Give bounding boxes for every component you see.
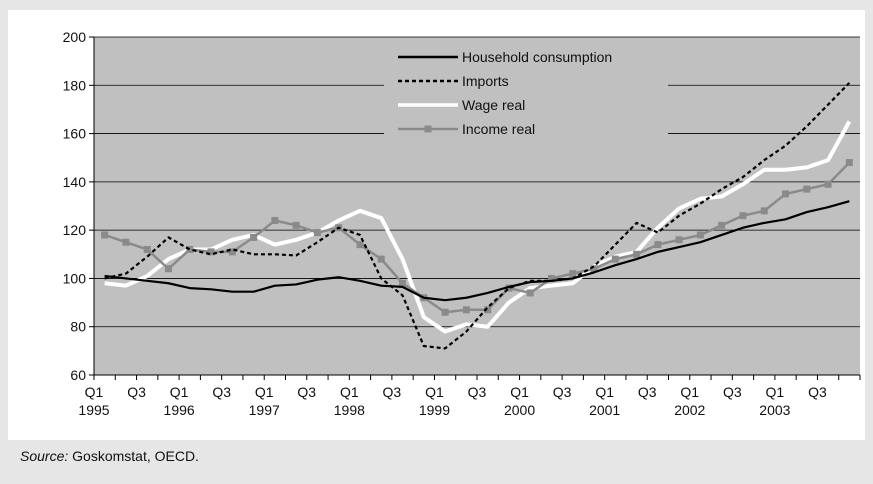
x-year-label-4: 1997 <box>249 402 280 418</box>
data-point-3-21 <box>547 274 555 282</box>
chart-area: Household consumption Imports Wage real Inc… <box>8 10 865 440</box>
legend-marker-3 <box>424 125 432 133</box>
data-point-3-29 <box>718 221 726 229</box>
axes: 60 80 100 120 140 160 180 200 Q1 1995 Q3 Q1 1996 Q3 Q1… <box>63 29 861 418</box>
series-line-1 <box>104 82 851 350</box>
y-tick-label-200: 200 <box>63 29 87 45</box>
source-label: Source: <box>20 448 69 464</box>
legend-label-1: Imports <box>462 73 509 89</box>
data-point-3-10 <box>313 229 321 237</box>
x-year-label-14: 2002 <box>674 402 705 418</box>
x-year-label-8: 1999 <box>419 402 450 418</box>
data-point-3-31 <box>760 207 768 215</box>
x-year-label-2: 1996 <box>164 402 195 418</box>
legend-label-2: Wage real <box>462 97 525 113</box>
legend-entry-3: Income real <box>398 121 535 137</box>
series-3 <box>101 159 853 316</box>
legend-box <box>384 43 668 141</box>
y-tick-label-140: 140 <box>63 174 87 190</box>
data-point-3-18 <box>484 306 492 314</box>
x-tick-label-5: Q3 <box>297 384 316 400</box>
legend-entry-1: Imports <box>398 73 509 89</box>
x-tick-label-3: Q3 <box>212 384 231 400</box>
x-tick-label-4: Q1 <box>255 384 274 400</box>
data-point-3-13 <box>377 255 385 263</box>
x-tick-label-15: Q3 <box>723 384 742 400</box>
data-point-3-25 <box>633 250 641 258</box>
series-1 <box>104 82 851 350</box>
data-point-3-28 <box>696 231 704 239</box>
x-tick-label-7: Q3 <box>383 384 402 400</box>
data-point-3-33 <box>803 185 811 193</box>
x-year-label-6: 1998 <box>334 402 365 418</box>
x-tick-label-13: Q3 <box>638 384 657 400</box>
x-tick-label-10: Q1 <box>510 384 529 400</box>
data-point-3-16 <box>441 308 449 316</box>
x-tick-label-14: Q1 <box>680 384 699 400</box>
data-point-3-8 <box>271 216 279 224</box>
x-year-label-10: 2000 <box>504 402 535 418</box>
x-tick-label-11: Q3 <box>553 384 572 400</box>
x-year-label-12: 2001 <box>589 402 620 418</box>
data-point-3-35 <box>845 159 853 167</box>
data-point-3-26 <box>654 241 662 249</box>
y-tick-label-180: 180 <box>63 77 87 93</box>
x-tick-label-6: Q1 <box>340 384 359 400</box>
y-tick-label-100: 100 <box>63 270 87 286</box>
series-0 <box>104 200 850 302</box>
legend-entry-0: Household consumption <box>398 49 612 65</box>
data-point-3-6 <box>228 248 236 256</box>
x-tick-label-1: Q3 <box>127 384 146 400</box>
x-tick-label-17: Q3 <box>808 384 827 400</box>
line-chart: Household consumption Imports Wage real Inc… <box>63 29 861 418</box>
data-point-3-22 <box>569 270 577 278</box>
series-2 <box>104 120 852 334</box>
data-point-3-5 <box>207 248 215 256</box>
x-year-label-0: 1995 <box>78 402 109 418</box>
legend-entry-2: Wage real <box>398 97 525 113</box>
data-point-3-0 <box>101 231 109 239</box>
series-line-2 <box>104 120 852 334</box>
source-note: Source: Goskomstat, OECD. <box>20 448 199 464</box>
data-point-3-20 <box>526 289 534 297</box>
data-point-3-34 <box>824 180 832 188</box>
data-point-3-32 <box>782 190 790 198</box>
data-point-3-24 <box>611 255 619 263</box>
series-line-3 <box>104 161 851 314</box>
data-point-3-4 <box>186 245 194 253</box>
data-point-3-27 <box>675 236 683 244</box>
data-point-3-30 <box>739 212 747 220</box>
legend: Household consumption Imports Wage real Inc… <box>384 43 668 141</box>
data-point-3-17 <box>462 306 470 314</box>
data-point-3-7 <box>250 233 258 241</box>
data-point-3-1 <box>122 238 130 246</box>
x-tick-label-9: Q3 <box>468 384 487 400</box>
series-lines <box>101 82 853 350</box>
data-point-3-14 <box>399 279 407 287</box>
y-tick-label-80: 80 <box>70 319 86 335</box>
x-tick-label-12: Q1 <box>595 384 614 400</box>
data-point-3-12 <box>356 241 364 249</box>
data-point-3-3 <box>164 265 172 273</box>
source-text: Goskomstat, OECD. <box>72 448 199 464</box>
x-tick-label-16: Q1 <box>766 384 785 400</box>
x-tick-label-0: Q1 <box>85 384 104 400</box>
data-point-3-23 <box>590 265 598 273</box>
legend-label-3: Income real <box>462 121 535 137</box>
y-tick-label-120: 120 <box>63 222 87 238</box>
series-line-0 <box>104 200 850 302</box>
x-year-label-16: 2003 <box>759 402 790 418</box>
data-point-3-9 <box>292 221 300 229</box>
x-tick-label-2: Q1 <box>170 384 189 400</box>
data-point-3-19 <box>505 284 513 292</box>
data-point-3-2 <box>143 245 151 253</box>
legend-label-0: Household consumption <box>462 49 612 65</box>
y-tick-label-60: 60 <box>70 367 86 383</box>
x-tick-label-8: Q1 <box>425 384 444 400</box>
y-tick-label-160: 160 <box>63 126 87 142</box>
